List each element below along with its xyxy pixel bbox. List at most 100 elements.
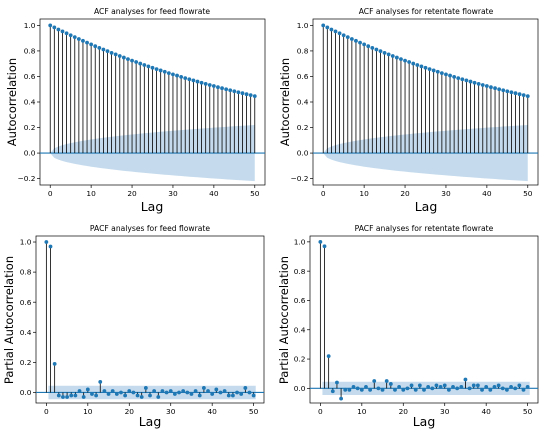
data-point <box>417 383 422 388</box>
data-point <box>64 31 69 36</box>
data-point <box>135 393 140 398</box>
y-tick-label: 0.6 <box>20 298 32 307</box>
data-point <box>368 387 373 392</box>
data-point <box>146 64 151 69</box>
data-point <box>341 33 346 38</box>
data-point <box>388 382 393 386</box>
y-tick-label: 0.8 <box>20 268 32 277</box>
data-point <box>48 23 53 28</box>
data-point <box>393 387 397 392</box>
data-point <box>455 386 460 391</box>
x-tick-label: 30 <box>166 407 176 416</box>
x-tick-label: 40 <box>481 407 491 416</box>
data-point <box>123 393 128 398</box>
data-point <box>431 68 436 73</box>
data-point <box>376 386 381 391</box>
data-point <box>463 377 468 382</box>
x-tick-label: 30 <box>440 407 450 416</box>
data-point <box>471 383 476 388</box>
data-point <box>409 383 414 388</box>
data-point <box>85 387 90 392</box>
data-point <box>362 42 367 47</box>
data-point <box>185 390 190 395</box>
y-tick-label: 0.2 <box>297 123 309 132</box>
data-point <box>52 361 57 366</box>
data-point <box>48 244 53 249</box>
data-point <box>397 384 402 389</box>
data-point <box>158 68 163 73</box>
data-point <box>247 390 252 395</box>
pacf-feed-panel: PACF analyses for feed flowrate Lag Part… <box>2 224 265 429</box>
chart-title: PACF analyses for retentate flowrate <box>355 224 494 233</box>
x-tick-label: 10 <box>86 189 96 198</box>
data-point <box>56 393 61 398</box>
data-point <box>106 392 111 396</box>
data-point <box>154 67 159 72</box>
y-tick-label: 1.0 <box>20 238 32 247</box>
plot-frame <box>35 235 265 404</box>
data-point <box>468 79 473 84</box>
data-point <box>403 58 407 63</box>
data-point <box>405 386 410 391</box>
y-tick-label: 0.8 <box>297 47 309 56</box>
data-point <box>81 395 86 399</box>
data-point <box>374 47 379 52</box>
data-point <box>399 57 403 61</box>
y-tick-label: −0.2 <box>291 174 309 183</box>
data-point <box>407 60 412 64</box>
x-tick-label: 50 <box>523 189 533 198</box>
y-tick-label: 0.6 <box>297 72 309 81</box>
y-tick-label: 0.2 <box>294 355 306 364</box>
data-point <box>201 386 206 390</box>
data-point <box>456 76 461 81</box>
data-point <box>472 80 477 85</box>
data-point <box>77 389 82 393</box>
x-tick-label: 10 <box>83 407 93 416</box>
x-axis-label: Lag <box>141 199 164 214</box>
data-point <box>162 69 167 74</box>
data-point <box>459 384 464 389</box>
data-point <box>61 395 65 399</box>
data-point <box>318 239 323 244</box>
data-point <box>235 390 239 395</box>
data-point <box>411 61 416 66</box>
data-point <box>211 84 216 88</box>
data-point <box>166 71 171 76</box>
data-point <box>168 389 173 393</box>
data-point <box>72 35 77 40</box>
y-tick-label: 0.0 <box>297 149 309 158</box>
data-point <box>427 67 432 72</box>
data-point <box>236 90 241 95</box>
data-point <box>480 387 484 392</box>
y-tick-label: 0.4 <box>24 98 36 107</box>
data-point <box>69 393 74 398</box>
y-tick-label: 0.0 <box>20 388 32 397</box>
data-point <box>419 64 424 69</box>
data-point <box>98 380 103 384</box>
data-point <box>325 25 330 30</box>
data-point <box>126 57 130 61</box>
pacf-retentate-panel: PACF analyses for retentate flowrate Lag… <box>277 224 539 429</box>
data-point <box>89 42 94 47</box>
chart-title: ACF analyses for retentate flowrate <box>359 7 494 16</box>
data-point <box>354 38 358 43</box>
data-point <box>372 379 377 383</box>
data-point <box>216 85 220 90</box>
data-point <box>351 384 356 389</box>
data-point <box>114 392 119 396</box>
x-tick-label: 0 <box>48 189 53 198</box>
data-point <box>378 49 383 54</box>
data-point <box>97 45 102 50</box>
data-point <box>480 83 485 87</box>
chart-title: ACF analyses for feed flowrate <box>94 7 210 16</box>
data-point <box>175 73 179 78</box>
data-point <box>172 392 177 396</box>
data-point <box>426 384 431 389</box>
data-point <box>358 40 362 45</box>
data-point <box>394 55 399 60</box>
data-point <box>500 386 505 391</box>
x-tick-label: 10 <box>359 189 369 198</box>
data-point <box>496 383 501 388</box>
data-point <box>109 50 114 55</box>
data-point <box>252 94 257 99</box>
